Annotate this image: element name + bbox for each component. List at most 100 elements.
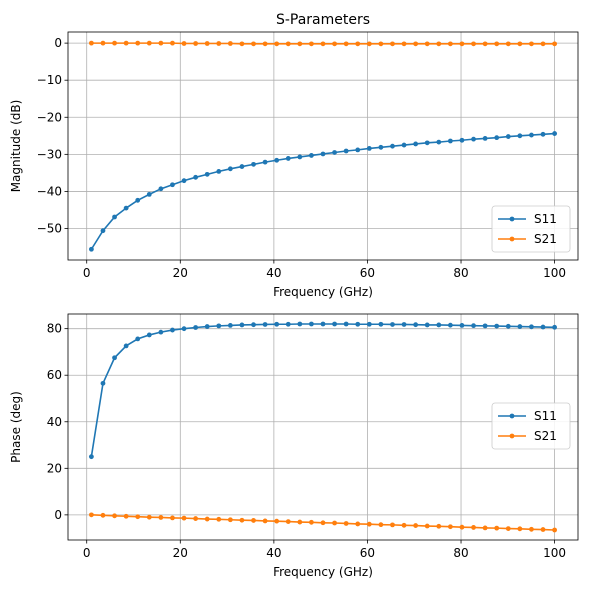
data-point-s11	[343, 148, 349, 154]
data-point-s11	[274, 321, 280, 327]
x-tick-label: 60	[360, 546, 375, 560]
data-point-s11	[401, 322, 407, 327]
data-point-s11	[146, 191, 152, 197]
data-point-s21	[540, 527, 546, 532]
data-point-s11	[482, 136, 488, 141]
data-point-s21	[447, 524, 453, 530]
data-point-s11	[529, 324, 534, 330]
data-point-s11	[378, 321, 384, 327]
data-point-s11	[332, 150, 337, 155]
y-tick-label: −30	[37, 147, 62, 161]
data-point-s11	[193, 325, 199, 330]
data-point-s21	[540, 41, 546, 47]
data-point-s11	[309, 153, 314, 158]
data-point-s11	[146, 332, 152, 338]
data-point-s11	[343, 321, 349, 327]
data-point-s21	[123, 513, 129, 519]
data-point-s11	[239, 164, 245, 169]
data-point-s21	[181, 41, 187, 46]
data-point-s21	[552, 41, 558, 47]
data-point-s11	[123, 343, 129, 349]
data-point-s11	[309, 321, 314, 327]
data-point-s11	[355, 321, 361, 327]
data-point-s11	[158, 186, 164, 192]
legend-box	[491, 402, 571, 450]
data-point-s21	[424, 523, 430, 529]
data-point-s11	[251, 322, 256, 328]
data-point-s21	[355, 521, 361, 527]
data-point-s11	[227, 166, 233, 172]
data-point-s11	[216, 323, 222, 329]
data-point-s21	[100, 40, 106, 46]
data-point-s11	[552, 131, 558, 136]
data-point-s21	[436, 41, 442, 47]
magnitude-x-axis-label: Frequency (GHz)	[273, 285, 373, 299]
data-point-s11	[459, 323, 465, 328]
legend-label-s11: S11	[534, 409, 557, 423]
data-point-s21	[285, 41, 291, 47]
data-point-s11	[540, 131, 546, 137]
data-point-s21	[251, 518, 256, 523]
data-point-s21	[424, 41, 430, 47]
data-point-s11	[262, 322, 268, 327]
data-point-s21	[100, 512, 106, 518]
data-point-s21	[112, 40, 117, 46]
y-tick-label: 60	[47, 368, 62, 382]
data-point-s21	[459, 41, 465, 47]
data-point-s21	[193, 41, 199, 46]
data-point-s11	[447, 322, 453, 328]
data-point-s21	[517, 526, 523, 532]
data-point-s21	[239, 41, 245, 47]
data-point-s21	[181, 515, 187, 521]
data-point-s11	[170, 327, 175, 333]
legend-marker-s11	[509, 216, 515, 222]
y-tick-label: 20	[47, 461, 62, 475]
data-point-s11	[204, 324, 210, 329]
y-tick-label: 0	[54, 36, 62, 50]
data-point-s21	[332, 41, 337, 47]
data-point-s11	[424, 322, 430, 328]
data-point-s21	[227, 41, 233, 46]
data-point-s21	[482, 41, 488, 47]
data-point-s21	[355, 41, 361, 47]
data-point-s11	[529, 132, 534, 138]
x-tick-label: 0	[83, 546, 91, 560]
chart-title: S-Parameters	[276, 12, 370, 28]
phase-y-axis-label: Phase (deg)	[9, 391, 23, 463]
data-point-s21	[378, 522, 384, 528]
data-point-s11	[204, 171, 210, 177]
data-point-s21	[505, 526, 511, 531]
data-point-s11	[517, 324, 523, 329]
data-point-s21	[529, 41, 534, 47]
phase-x-axis-label: Frequency (GHz)	[273, 565, 373, 579]
y-tick-label: −50	[37, 221, 62, 235]
data-point-s11	[471, 136, 476, 142]
data-point-s11	[366, 321, 372, 327]
data-point-s21	[262, 41, 268, 47]
data-point-s21	[88, 512, 94, 518]
magnitude-series	[88, 40, 558, 252]
data-point-s21	[135, 40, 141, 46]
data-point-s11	[216, 168, 222, 174]
data-point-s21	[471, 525, 476, 530]
data-point-s11	[459, 137, 465, 143]
legend-marker-s21	[509, 236, 515, 242]
data-point-s11	[494, 135, 500, 141]
legend-label-s21: S21	[534, 232, 557, 246]
data-point-s11	[505, 134, 511, 139]
data-point-s11	[540, 324, 546, 330]
data-point-s21	[112, 513, 117, 519]
x-tick-label: 100	[543, 266, 566, 280]
data-point-s21	[123, 40, 129, 46]
data-point-s11	[505, 323, 511, 329]
data-point-s11	[552, 324, 558, 330]
phase-subplot: 0 20 40 60 80 100 0 20 40 60 80 Frequency (GHz) Ph…	[9, 313, 579, 579]
data-point-s21	[413, 523, 419, 528]
data-point-s11	[135, 336, 141, 342]
magnitude-subplot: S-Parameters 0 20 40 60 80 100 0 −10 −20 −30 −40 −5…	[9, 12, 579, 299]
data-point-s21	[552, 527, 558, 533]
legend-label-s11: S11	[534, 212, 557, 226]
data-point-s11	[332, 321, 337, 327]
